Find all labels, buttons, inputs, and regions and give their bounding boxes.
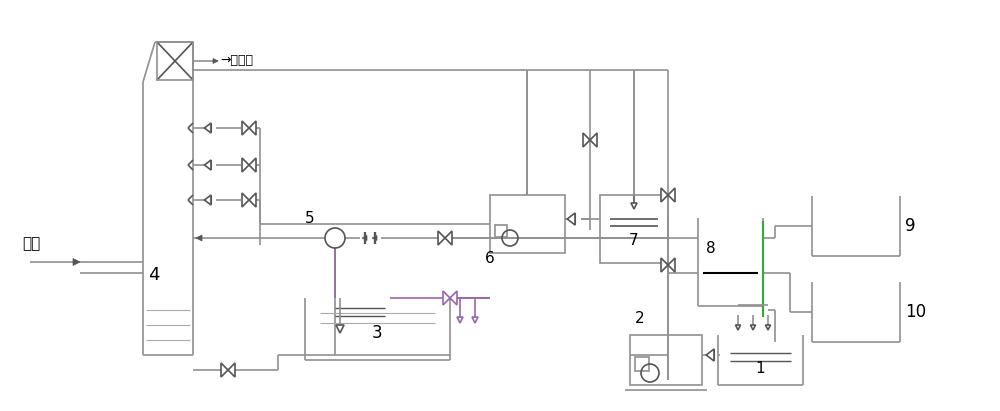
Polygon shape bbox=[736, 325, 740, 330]
Polygon shape bbox=[438, 231, 445, 245]
Polygon shape bbox=[567, 213, 575, 225]
Polygon shape bbox=[249, 121, 256, 135]
Polygon shape bbox=[213, 58, 218, 64]
Polygon shape bbox=[590, 133, 597, 147]
Text: 3: 3 bbox=[372, 324, 382, 342]
Polygon shape bbox=[457, 317, 463, 323]
Bar bbox=[630, 335, 702, 385]
Polygon shape bbox=[631, 203, 637, 209]
Polygon shape bbox=[242, 121, 249, 135]
Polygon shape bbox=[450, 291, 457, 305]
Polygon shape bbox=[228, 363, 235, 377]
Text: 烟气: 烟气 bbox=[22, 236, 40, 251]
Polygon shape bbox=[750, 325, 756, 330]
Text: 5: 5 bbox=[305, 211, 315, 226]
Bar bbox=[495, 225, 507, 237]
Polygon shape bbox=[668, 258, 675, 272]
Bar bbox=[157, 42, 193, 80]
Polygon shape bbox=[196, 235, 202, 241]
Text: →去烟囱: →去烟囱 bbox=[220, 55, 253, 67]
Polygon shape bbox=[443, 291, 450, 305]
Bar bbox=[490, 195, 565, 253]
Text: 2: 2 bbox=[635, 311, 645, 326]
Text: 8: 8 bbox=[706, 241, 716, 256]
Polygon shape bbox=[445, 231, 452, 245]
Polygon shape bbox=[668, 188, 675, 202]
Bar bbox=[600, 195, 668, 263]
Text: 9: 9 bbox=[905, 217, 916, 235]
Polygon shape bbox=[372, 236, 377, 240]
Polygon shape bbox=[242, 158, 249, 172]
Polygon shape bbox=[242, 193, 249, 207]
Polygon shape bbox=[205, 195, 211, 205]
Polygon shape bbox=[706, 349, 714, 361]
Polygon shape bbox=[205, 123, 211, 133]
Polygon shape bbox=[661, 258, 668, 272]
Text: 4: 4 bbox=[148, 266, 160, 284]
Polygon shape bbox=[221, 363, 228, 377]
Polygon shape bbox=[362, 236, 367, 240]
Polygon shape bbox=[73, 259, 80, 266]
Polygon shape bbox=[661, 188, 668, 202]
Polygon shape bbox=[336, 325, 344, 333]
Polygon shape bbox=[766, 325, 770, 330]
Text: 7: 7 bbox=[629, 233, 639, 248]
Bar bbox=[635, 357, 649, 371]
Polygon shape bbox=[249, 158, 256, 172]
Text: 1: 1 bbox=[755, 361, 765, 376]
Polygon shape bbox=[205, 160, 211, 170]
Polygon shape bbox=[583, 133, 590, 147]
Polygon shape bbox=[472, 317, 478, 323]
Text: 10: 10 bbox=[905, 303, 926, 321]
Polygon shape bbox=[249, 193, 256, 207]
Text: 6: 6 bbox=[485, 251, 495, 266]
